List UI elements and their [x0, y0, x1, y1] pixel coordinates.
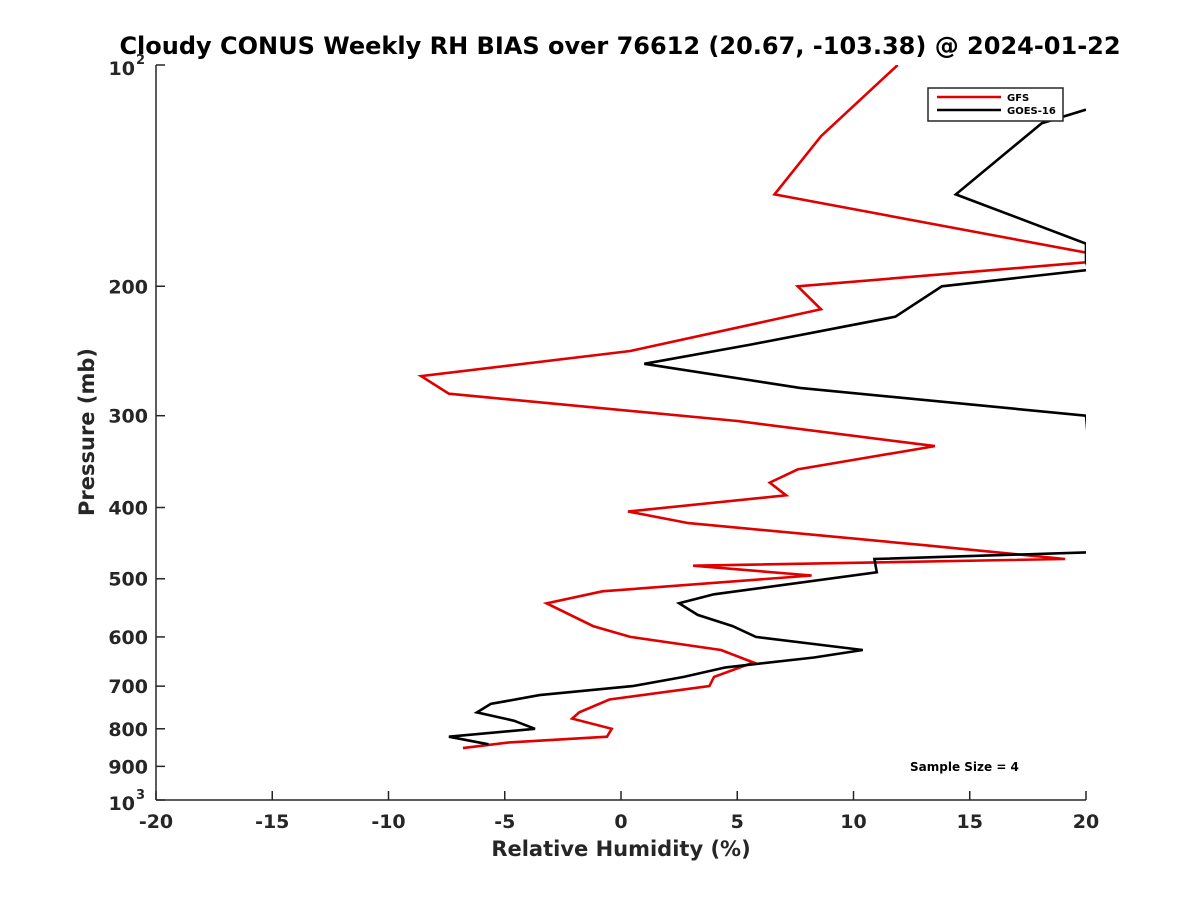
series-line-goes-16 [448, 108, 1086, 746]
y-tick-label: 700 [108, 676, 148, 698]
y-tick-label-base: 10 [109, 58, 135, 80]
x-ticks: -20 -15 -10 -5 0 5 10 15 20 [139, 791, 1099, 833]
legend: GFS GOES-16 [927, 87, 1064, 122]
x-tick-label: -5 [494, 811, 515, 833]
x-axis-label: Relative Humidity (%) [491, 837, 750, 861]
x-tick-label: 20 [1073, 811, 1099, 833]
x-tick-label: 0 [614, 811, 627, 833]
y-tick-label: 900 [108, 756, 148, 778]
x-tick-label: 15 [957, 811, 983, 833]
y-tick-label-exponent: 2 [136, 53, 145, 68]
x-tick-label: -15 [255, 811, 289, 833]
legend-box [927, 87, 1064, 122]
series-line-gfs [417, 65, 1086, 750]
y-tick-label: 400 [108, 498, 148, 520]
y-tick-label: 200 [108, 276, 148, 298]
plot-area: -20 -15 -10 -5 0 5 10 15 20 10 220030040050060070… [108, 53, 1099, 833]
y-tick-label: 600 [108, 627, 148, 649]
x-tick-label: 10 [840, 811, 866, 833]
y-tick-label-base: 10 [109, 793, 135, 815]
x-tick-label: -10 [371, 811, 405, 833]
y-tick-label-exponent: 3 [136, 788, 145, 803]
x-tick-label: 5 [731, 811, 744, 833]
y-tick-label: 800 [108, 719, 148, 741]
series-layer [417, 65, 1086, 750]
x-tick-label: -20 [139, 811, 173, 833]
sample-size-annotation: Sample Size = 4 [910, 760, 1019, 774]
legend-label-goes16: GOES-16 [1007, 106, 1056, 117]
y-tick-label: 500 [108, 569, 148, 591]
y-axis-label: Pressure (mb) [75, 348, 99, 516]
chart-title: Cloudy CONUS Weekly RH BIAS over 76612 (… [119, 32, 1120, 60]
y-tick-label: 300 [108, 406, 148, 428]
legend-label-gfs: GFS [1007, 93, 1029, 104]
